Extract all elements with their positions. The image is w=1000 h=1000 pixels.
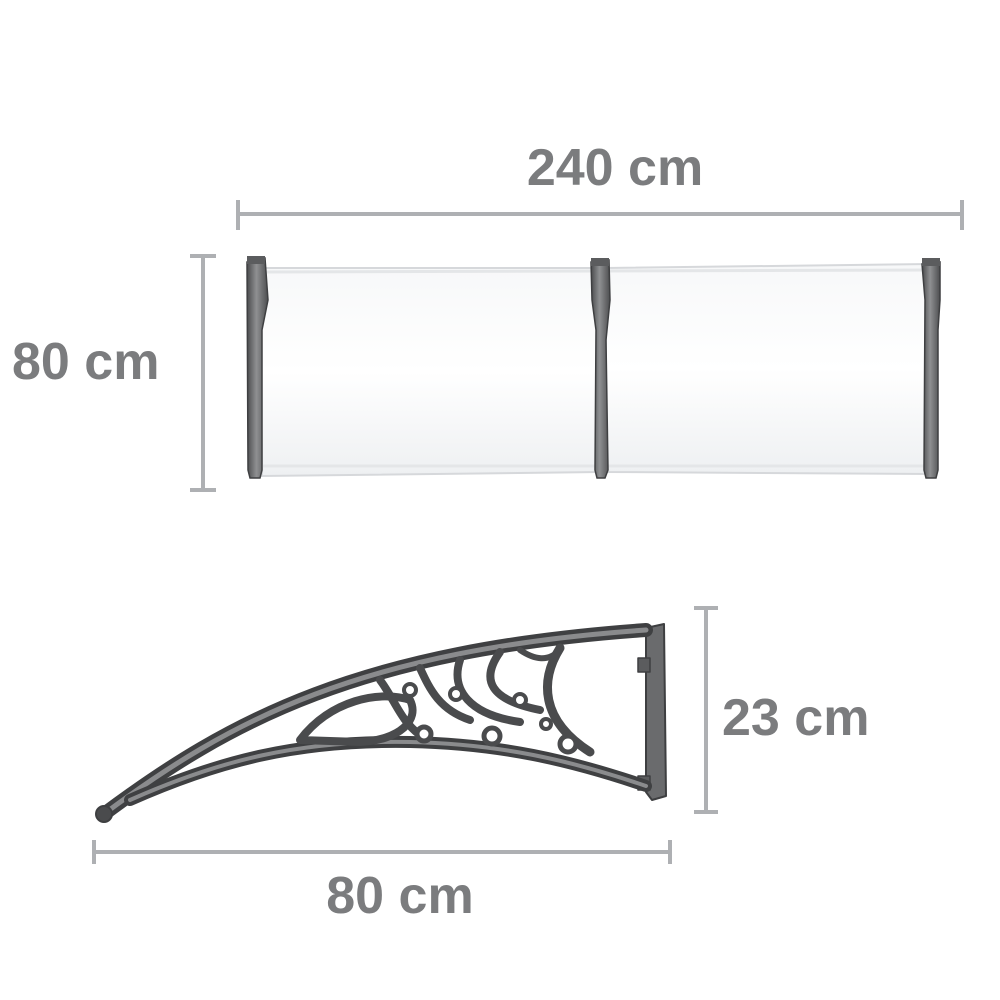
panel-right <box>606 264 932 474</box>
dimension-line-width <box>238 200 962 230</box>
dimension-line-bracket-depth <box>94 840 670 864</box>
panel-left <box>260 268 600 476</box>
dimension-line-depth <box>190 256 216 490</box>
width-label: 240 cm <box>0 138 1000 198</box>
depth-label: 80 cm <box>12 332 159 392</box>
canopy-top-view-icon <box>247 256 940 478</box>
bracket-depth-label: 80 cm <box>290 866 510 926</box>
dimension-line-height <box>694 608 718 812</box>
bracket-bar-right <box>922 258 940 478</box>
canopy-bracket-side-view-icon <box>96 624 666 822</box>
height-label: 23 cm <box>722 688 869 748</box>
